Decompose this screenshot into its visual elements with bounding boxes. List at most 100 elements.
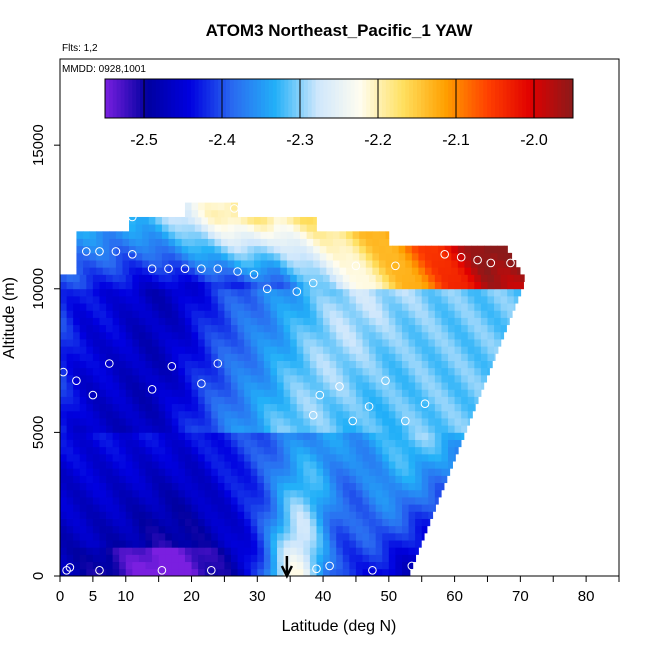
- field-cell: [217, 518, 225, 527]
- field-cell: [158, 281, 166, 290]
- field-cell: [296, 317, 304, 326]
- field-cell: [395, 425, 403, 433]
- field-cell: [270, 418, 278, 426]
- field-cell: [428, 482, 436, 491]
- field-cell: [204, 475, 212, 484]
- field-cell: [244, 367, 252, 376]
- field-cell: [355, 461, 363, 469]
- field-cell: [250, 331, 258, 340]
- field-cell: [401, 324, 409, 333]
- observation-point: [197, 264, 206, 274]
- field-cell: [165, 418, 173, 426]
- field-cell: [375, 317, 383, 326]
- field-cell: [395, 360, 403, 369]
- field-cell: [382, 324, 390, 333]
- field-cell: [323, 511, 331, 519]
- field-cell: [99, 374, 107, 383]
- field-cell: [138, 554, 146, 563]
- field-cell: [125, 568, 133, 577]
- field-cell: [217, 497, 225, 505]
- field-cell: [138, 410, 146, 419]
- field-cell: [280, 216, 288, 225]
- field-cell: [401, 475, 409, 484]
- field-cell: [158, 382, 166, 390]
- colorbar-segment: [167, 79, 172, 118]
- field-cell: [336, 295, 344, 304]
- field-cell: [125, 374, 133, 383]
- field-cell: [99, 446, 107, 455]
- field-cell: [184, 425, 192, 433]
- field-cell: [448, 281, 455, 290]
- field-cell: [329, 518, 337, 527]
- field-cell: [132, 439, 140, 448]
- field-cell: [316, 310, 324, 318]
- field-cell: [135, 260, 143, 268]
- field-cell: [480, 382, 485, 390]
- field-cell: [145, 489, 153, 498]
- field-cell: [296, 310, 304, 318]
- field-cell: [230, 432, 238, 440]
- field-cell: [230, 453, 238, 462]
- field-cell: [230, 554, 238, 563]
- field-cell: [224, 561, 232, 570]
- field-cell: [461, 310, 469, 318]
- field-cell: [415, 360, 423, 369]
- field-cell: [362, 317, 370, 326]
- field-cell: [119, 453, 127, 462]
- field-cell: [221, 231, 229, 239]
- field-cell: [303, 489, 311, 498]
- field-cell: [191, 532, 199, 541]
- field-cell: [168, 245, 176, 254]
- field-cell: [191, 554, 199, 563]
- field-cell: [112, 403, 120, 412]
- field-cell: [382, 346, 390, 354]
- field-cell: [145, 317, 153, 326]
- field-cell: [329, 360, 337, 369]
- field-cell: [250, 288, 258, 297]
- field-cell: [152, 353, 160, 361]
- field-cell: [198, 317, 206, 326]
- field-cell: [106, 367, 114, 376]
- field-cell: [224, 504, 232, 512]
- field-cell: [211, 561, 219, 570]
- field-cell: [158, 561, 166, 570]
- field-cell: [401, 396, 409, 405]
- field-cell: [211, 331, 219, 340]
- field-cell: [395, 367, 403, 376]
- field-cell: [145, 382, 153, 390]
- field-cell: [454, 396, 462, 405]
- field-cell: [395, 432, 403, 440]
- x-tick-label: 30: [249, 588, 266, 605]
- field-cell: [237, 461, 245, 469]
- field-cell: [303, 511, 311, 519]
- field-cell: [480, 339, 488, 347]
- field-cell: [428, 518, 431, 527]
- field-cell: [257, 324, 265, 333]
- field-cell: [326, 245, 334, 254]
- field-cell: [86, 547, 94, 555]
- field-cell: [336, 504, 344, 512]
- field-cell: [99, 475, 107, 484]
- field-cell: [375, 453, 383, 462]
- field-cell: [227, 260, 235, 268]
- field-cell: [138, 540, 146, 548]
- field-cell: [204, 310, 212, 318]
- field-cell: [158, 482, 166, 491]
- field-cell: [158, 331, 166, 340]
- field-cell: [86, 396, 94, 405]
- field-cell: [230, 525, 238, 534]
- field-cell: [277, 453, 284, 462]
- field-cell: [428, 453, 436, 462]
- field-cell: [296, 561, 304, 570]
- field-cell: [418, 267, 426, 275]
- field-cell: [415, 353, 423, 361]
- field-cell: [60, 281, 67, 290]
- field-cell: [244, 453, 252, 462]
- field-cell: [382, 418, 390, 426]
- field-cell: [355, 281, 363, 290]
- field-cell: [375, 303, 383, 311]
- field-cell: [217, 403, 225, 412]
- field-cell: [73, 339, 81, 347]
- field-cell: [86, 310, 94, 318]
